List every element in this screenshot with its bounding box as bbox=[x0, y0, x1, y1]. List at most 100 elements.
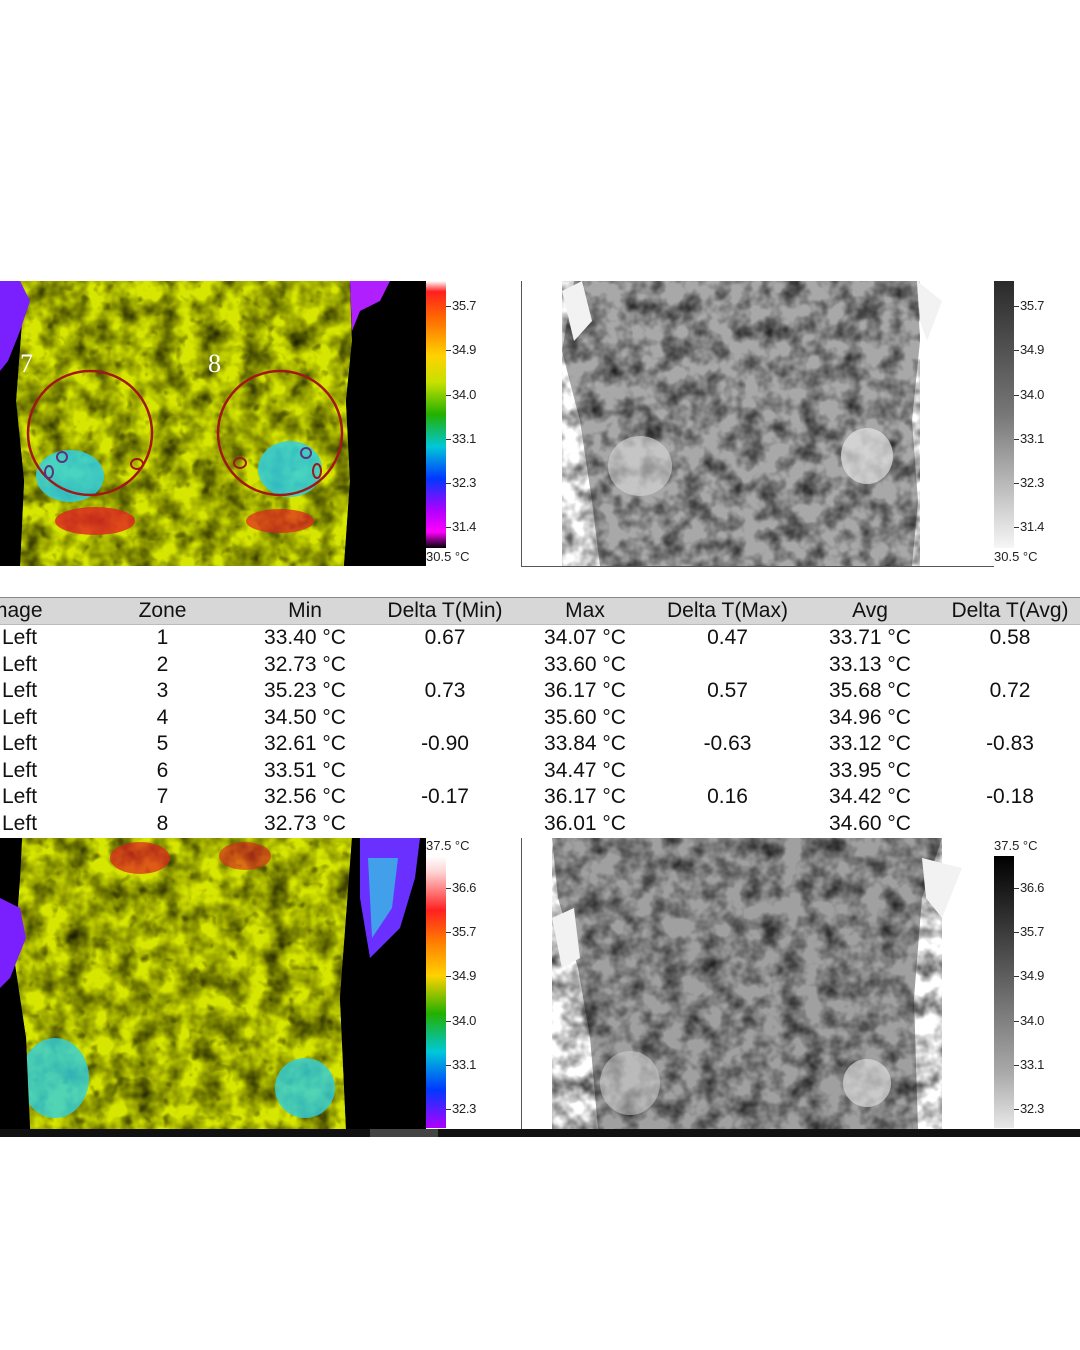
scale-tick: 31.4 bbox=[445, 519, 477, 534]
cell-min: 32.73 °C bbox=[264, 811, 346, 835]
table-row: Left 6 33.51 °C 34.47 °C 33.95 °C bbox=[0, 758, 1080, 785]
cell-delta-min: -0.90 bbox=[421, 732, 469, 756]
cell-image: Left bbox=[2, 652, 38, 676]
scale-tick: 36.6 bbox=[1013, 880, 1045, 895]
cell-delta-max bbox=[655, 811, 800, 838]
table-row: Left 3 35.23 °C 0.73 36.17 °C 0.57 35.68… bbox=[0, 678, 1080, 705]
table-row: Left 4 34.50 °C 35.60 °C 34.96 °C bbox=[0, 705, 1080, 732]
cell-avg: 34.96 °C bbox=[829, 705, 911, 729]
scale-tick: 34.9 bbox=[1013, 968, 1045, 983]
cell-zone: 1 bbox=[156, 626, 169, 650]
cell-avg: 33.95 °C bbox=[829, 758, 911, 782]
cell-avg: 34.42 °C bbox=[829, 785, 911, 809]
zone-temperature-table: mage Zone Min Delta T(Min) Max Delta T(M… bbox=[0, 597, 1080, 837]
bottom-gray-thermogram-image bbox=[522, 838, 994, 1129]
cell-min: 32.73 °C bbox=[264, 652, 346, 676]
cell-avg: 33.71 °C bbox=[829, 626, 911, 650]
scale-tick: 34.9 bbox=[1013, 342, 1045, 357]
cell-avg: 33.13 °C bbox=[829, 652, 911, 676]
cell-delta-min: -0.17 bbox=[421, 785, 469, 809]
scale-tick: 34.9 bbox=[445, 342, 477, 357]
cell-min: 34.50 °C bbox=[264, 705, 346, 729]
column-header-min: Min bbox=[235, 597, 375, 625]
column-header-max: Max bbox=[515, 597, 655, 625]
scale-max-label: 37.5 °C bbox=[994, 838, 1038, 853]
cell-max: 33.84 °C bbox=[544, 732, 626, 756]
scale-tick: 34.9 bbox=[445, 968, 477, 983]
column-header-delta-max: Delta T(Max) bbox=[655, 597, 800, 625]
scale-tick: 35.7 bbox=[445, 298, 477, 313]
cell-max: 36.17 °C bbox=[544, 785, 626, 809]
column-header-avg: Avg bbox=[800, 597, 940, 625]
scale-min-label: 30.5 °C bbox=[426, 549, 470, 564]
cell-delta-max: -0.63 bbox=[703, 732, 752, 756]
cell-zone: 3 bbox=[156, 679, 169, 703]
scale-tick: 35.7 bbox=[445, 924, 477, 939]
top-color-thermogram: 7 8 bbox=[0, 281, 426, 566]
scale-tick: 34.0 bbox=[1013, 1013, 1045, 1028]
table-row: Left 7 32.56 °C -0.17 36.17 °C 0.16 34.4… bbox=[0, 784, 1080, 811]
cell-delta-max: 0.16 bbox=[707, 785, 748, 809]
cell-min: 33.51 °C bbox=[264, 758, 346, 782]
cell-min: 33.40 °C bbox=[264, 626, 346, 650]
bottom-border-strip-highlight bbox=[370, 1129, 438, 1137]
cell-delta-min: 0.73 bbox=[424, 679, 466, 703]
scale-tick: 35.7 bbox=[1013, 298, 1045, 313]
cell-zone: 5 bbox=[156, 732, 169, 756]
scale-tick: 33.1 bbox=[445, 1057, 477, 1072]
scale-tick: 33.1 bbox=[1013, 431, 1045, 446]
column-header-zone: Zone bbox=[90, 597, 235, 625]
cell-delta-min bbox=[375, 705, 515, 732]
cell-delta-avg: -0.18 bbox=[986, 785, 1034, 809]
scale-tick: 36.6 bbox=[445, 880, 477, 895]
bottom-border-strip bbox=[0, 1129, 1080, 1137]
top-gray-thermogram bbox=[521, 281, 994, 567]
bottom-color-thermogram bbox=[0, 838, 426, 1129]
cell-zone: 2 bbox=[156, 652, 169, 676]
scale-tick: 32.3 bbox=[445, 1101, 477, 1116]
cell-avg: 33.12 °C bbox=[829, 732, 911, 756]
bottom-gray-scale-bar bbox=[994, 856, 1014, 1128]
scale-tick: 35.7 bbox=[1013, 924, 1045, 939]
cell-delta-min bbox=[375, 811, 515, 838]
cell-max: 34.07 °C bbox=[544, 626, 626, 650]
bottom-color-thermogram-image bbox=[0, 838, 426, 1129]
table-row: Left 5 32.61 °C -0.90 33.84 °C -0.63 33.… bbox=[0, 731, 1080, 758]
scale-tick: 31.4 bbox=[1013, 519, 1045, 534]
cell-delta-avg bbox=[940, 811, 1080, 838]
cell-image: Left bbox=[2, 785, 38, 809]
cell-delta-avg: -0.83 bbox=[986, 732, 1034, 756]
table-row: Left 1 33.40 °C 0.67 34.07 °C 0.47 33.71… bbox=[0, 625, 1080, 652]
cell-max: 36.01 °C bbox=[544, 811, 626, 835]
zone-label-left: 7 bbox=[20, 349, 33, 378]
cell-zone: 4 bbox=[156, 705, 169, 729]
cell-image: Left bbox=[2, 705, 38, 729]
cell-delta-max: 0.57 bbox=[707, 679, 748, 703]
table-row: Left 8 32.73 °C 36.01 °C 34.60 °C bbox=[0, 811, 1080, 838]
scale-tick: 34.0 bbox=[445, 387, 477, 402]
cell-image: Left bbox=[2, 626, 38, 650]
column-header-image: mage bbox=[0, 597, 90, 625]
cell-delta-min: 0.67 bbox=[424, 626, 466, 650]
cell-delta-max bbox=[655, 705, 800, 732]
cell-delta-avg bbox=[940, 758, 1080, 785]
column-header-delta-avg: Delta T(Avg) bbox=[940, 597, 1080, 625]
scale-tick: 33.1 bbox=[1013, 1057, 1045, 1072]
cell-image: Left bbox=[2, 758, 38, 782]
scale-tick: 32.3 bbox=[1013, 1101, 1045, 1116]
column-header-delta-min: Delta T(Min) bbox=[375, 597, 515, 625]
scale-min-label: 30.5 °C bbox=[994, 549, 1038, 564]
cell-delta-avg bbox=[940, 705, 1080, 732]
scale-tick: 34.0 bbox=[1013, 387, 1045, 402]
cell-avg: 35.68 °C bbox=[829, 679, 911, 703]
cell-image: Left bbox=[2, 732, 38, 756]
top-color-scale-bar bbox=[426, 281, 446, 548]
cell-max: 35.60 °C bbox=[544, 705, 626, 729]
cell-min: 32.61 °C bbox=[264, 732, 346, 756]
table-row: Left 2 32.73 °C 33.60 °C 33.13 °C bbox=[0, 652, 1080, 679]
scale-tick: 32.3 bbox=[1013, 475, 1045, 490]
bottom-gray-thermogram bbox=[521, 838, 994, 1129]
top-gray-thermogram-image bbox=[522, 281, 994, 566]
cell-avg: 34.60 °C bbox=[829, 811, 911, 835]
zone-label-right: 8 bbox=[208, 349, 221, 378]
